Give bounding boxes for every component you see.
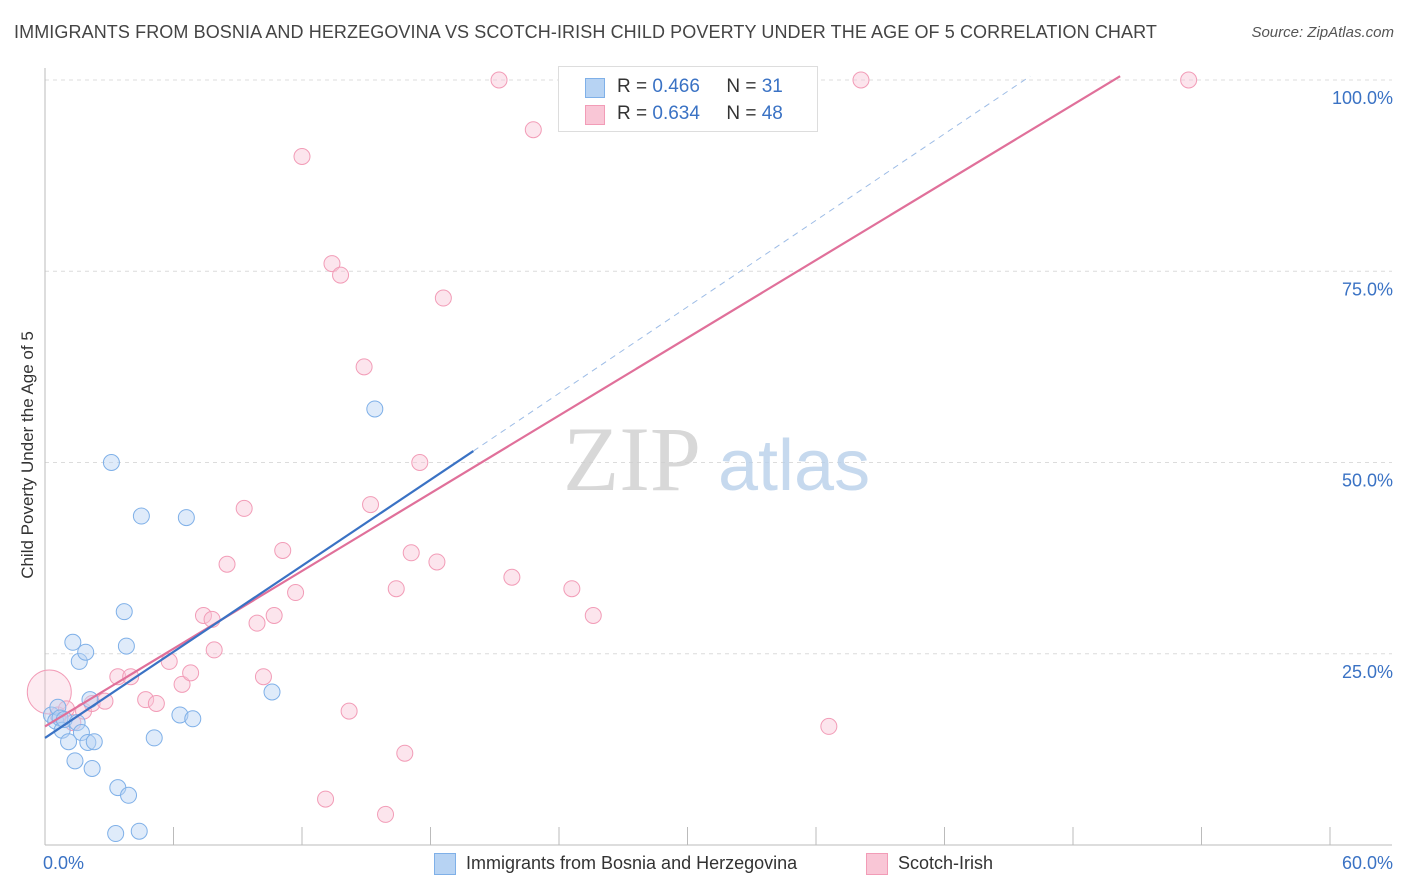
bosnia-trend-line xyxy=(44,450,474,739)
n-value: 31 xyxy=(761,76,783,97)
blue-point xyxy=(102,454,120,471)
pink-point xyxy=(340,702,358,720)
trend-lines xyxy=(44,75,1121,739)
pink-point xyxy=(235,499,253,517)
blue-point xyxy=(130,822,148,840)
pink-point xyxy=(387,580,405,598)
n-label: N = xyxy=(726,103,757,124)
pink-point xyxy=(137,691,155,709)
blue-point xyxy=(64,633,82,651)
y-tick-label: 75.0% xyxy=(1342,279,1393,299)
pink-point xyxy=(1180,71,1198,89)
pink-point xyxy=(332,266,350,284)
source-note: Source: ZipAtlas.com xyxy=(1251,24,1394,41)
blue-point xyxy=(117,637,135,655)
legend-item-bosnia[interactable]: Immigrants from Bosnia and Herzegovina xyxy=(434,852,854,876)
pink-point xyxy=(396,744,414,762)
x-tick-label-min: 0.0% xyxy=(43,853,84,873)
scotch-irish-legend-label: Scotch-Irish xyxy=(898,853,994,873)
n-label: N = xyxy=(726,76,757,97)
tick-labels: 25.0% 50.0% 75.0% 100.0% 0.0% 60.0% xyxy=(43,88,1393,873)
pink-point xyxy=(355,358,373,376)
pink-point xyxy=(323,255,341,273)
series-scotch-irish-points xyxy=(26,71,1198,823)
pink-point xyxy=(147,694,165,712)
pink-point xyxy=(584,607,602,624)
x-tick-label-max: 60.0% xyxy=(1342,853,1393,873)
blue-point xyxy=(171,706,189,724)
pink-point xyxy=(428,553,446,571)
blue-point xyxy=(115,603,133,621)
pink-point xyxy=(852,71,870,89)
pink-point xyxy=(173,675,191,693)
watermark: ZIP atlas xyxy=(563,408,870,510)
axes xyxy=(44,68,1392,846)
pink-point xyxy=(524,121,542,139)
scotch-irish-legend-swatch xyxy=(866,853,888,875)
pink-point xyxy=(377,805,395,823)
pink-point xyxy=(362,496,380,514)
blue-point xyxy=(263,683,281,701)
r-value: 0.466 xyxy=(652,76,700,97)
blue-point xyxy=(79,733,97,751)
r-value: 0.634 xyxy=(652,103,700,124)
n-value: 48 xyxy=(761,103,783,124)
chart-title: IMMIGRANTS FROM BOSNIA AND HERZEGOVINA V… xyxy=(14,22,1158,42)
pink-point xyxy=(563,580,581,598)
blue-point xyxy=(177,509,195,527)
pink-point xyxy=(317,790,335,808)
pink-point xyxy=(287,584,305,602)
y-tick-label: 50.0% xyxy=(1342,471,1393,491)
pink-point xyxy=(182,664,200,682)
blue-point xyxy=(72,724,90,742)
bosnia-trend-extension xyxy=(473,75,1031,452)
y-axis-label: Child Poverty Under the Age of 5 xyxy=(18,331,37,579)
bosnia-legend-swatch xyxy=(434,853,456,875)
bosnia-legend-label: Immigrants from Bosnia and Herzegovina xyxy=(466,853,798,873)
scotch-irish-swatch xyxy=(585,105,605,125)
r-label: R = xyxy=(617,76,648,97)
r-label: R = xyxy=(617,103,648,124)
blue-point xyxy=(60,733,78,751)
watermark-zip: ZIP xyxy=(563,408,701,510)
pink-point xyxy=(218,555,236,573)
blue-point xyxy=(366,400,384,418)
pink-point xyxy=(411,454,429,471)
pink-point xyxy=(434,289,452,307)
y-tick-label: 100.0% xyxy=(1332,88,1393,108)
gridlines xyxy=(45,79,1392,655)
blue-point xyxy=(77,643,95,661)
blue-point xyxy=(83,760,101,777)
blue-point xyxy=(66,752,84,770)
blue-point xyxy=(107,825,125,843)
pink-point xyxy=(205,641,223,659)
blue-point xyxy=(132,507,150,525)
bosnia-swatch xyxy=(585,78,605,98)
pink-point xyxy=(194,607,212,624)
pink-point xyxy=(293,148,311,165)
pink-point xyxy=(503,568,521,586)
blue-point xyxy=(120,786,138,804)
pink-point xyxy=(274,541,292,559)
pink-point xyxy=(402,544,420,562)
blue-point xyxy=(70,652,88,670)
pink-point xyxy=(254,668,272,686)
blue-point xyxy=(145,729,163,747)
pink-point xyxy=(265,607,283,624)
blue-point xyxy=(184,710,202,728)
pink-point xyxy=(96,692,114,710)
blue-point xyxy=(85,733,103,751)
pink-point xyxy=(490,71,508,89)
pink-point xyxy=(248,614,266,632)
stats-legend: R = 0.466 N = 31 R = 0.634 N = 48 xyxy=(558,66,818,132)
watermark-atlas: atlas xyxy=(718,426,870,506)
y-tick-label: 25.0% xyxy=(1342,662,1393,682)
legend-item-scotch-irish[interactable]: Scotch-Irish xyxy=(866,852,1046,876)
pink-point xyxy=(820,717,838,735)
